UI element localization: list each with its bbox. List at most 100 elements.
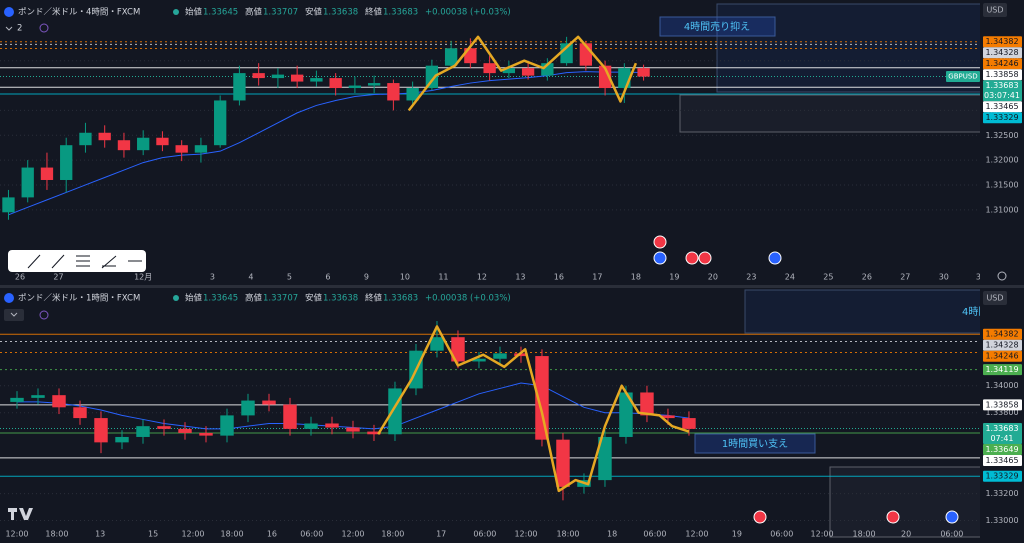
ohlc-label: 安値 [305,7,323,18]
y-tick-label: 1.31500 [985,180,1018,189]
indicator-icon[interactable] [39,310,49,320]
candle-body [619,392,633,437]
price-label: 1.33465 [985,102,1018,111]
symbol-icon [4,293,14,303]
collapse-icon[interactable] [10,312,18,317]
y-tick-label: 1.33800 [985,408,1018,417]
note: 1時間買い支え [722,438,788,450]
indicator-icon[interactable] [39,23,49,33]
candle-body [535,356,549,440]
candle-body [117,140,131,151]
collapse-button[interactable] [4,309,24,321]
x-tick-label: 18:00 [221,530,244,539]
collapse-icon[interactable] [5,26,13,31]
ohlc-label: 終値 [365,7,383,18]
y-tick-label: 1.31000 [985,205,1018,214]
x-tick-label: 06:00 [473,530,496,539]
candle-body [304,423,318,429]
x-tick-label: 19 [669,273,679,282]
header-top: ポンド／米ドル・4時間・FXCM 始値 1.33645 高値 1.33707 安… [4,7,511,34]
candle-body [502,68,516,74]
zigzag-drawing [407,35,638,112]
change: +0.00038 (+0.03%) [425,294,511,304]
price-label-box [983,36,1022,48]
tool-icon[interactable] [27,254,41,269]
currency-button[interactable] [983,291,1007,305]
note-box[interactable] [659,16,776,37]
y-tick-label: 1.33000 [985,516,1018,525]
candle-body [98,132,111,141]
ohlc-label: 始値 [185,293,203,304]
candle-body [310,78,323,82]
event-icon[interactable] [886,510,900,524]
symbol-title[interactable]: ポンド／米ドル・4時間・FXCM [18,7,140,18]
candle-body [79,132,92,146]
zone[interactable] [829,466,990,538]
ohlc-value: 1.33707 [263,8,298,18]
ohlc-label: 安値 [305,293,323,304]
zone[interactable] [679,94,985,133]
x-tick-label: 13 [515,273,525,282]
ohlc-value: 1.33683 [383,8,418,18]
y-tick-label: 1.34000 [985,381,1018,390]
candle-body [2,197,15,213]
x-tick-label: 12:00 [811,530,834,539]
tool-icon[interactable] [51,254,65,269]
x-tick-label: 18 [631,273,641,282]
settings-icon[interactable] [997,271,1007,281]
x-tick-label: 20 [708,273,718,282]
candle-body [348,85,362,89]
price-label: 1.34119 [985,365,1018,374]
x-tick-label: 16 [554,273,564,282]
zigzag-drawing [377,325,690,493]
event-icon[interactable] [945,510,959,524]
event-icon[interactable] [685,251,699,265]
status-dot [173,295,179,301]
note-box[interactable] [694,433,816,454]
ohlc-label: 始値 [185,7,203,18]
plot: 12:00 18:00 13 15 12:00 18:00 16 06:00 12:00 18:0… [0,321,980,539]
indicator-count[interactable]: 2 [17,24,22,34]
candle-body [220,415,234,436]
currency[interactable]: USD [986,294,1003,303]
event-icon[interactable] [698,251,712,265]
x-tick-label: 06:00 [300,530,323,539]
candle-body [483,63,496,74]
candle-body [178,428,192,433]
logo[interactable] [8,508,33,520]
price-label: 1.33858 [985,400,1018,409]
symbol-title[interactable]: ポンド／米ドル・1時間・FXCM [18,293,140,304]
event-icon[interactable] [653,251,667,265]
tool-icon[interactable] [76,255,90,267]
event-icons [753,510,959,524]
price-label: 1.33329 [985,113,1018,122]
currency-button[interactable] [983,3,1007,17]
candle-body [252,73,265,79]
candle-body [60,145,73,180]
tool-icon[interactable] [101,255,117,269]
event-icon[interactable] [653,235,667,249]
candle-body [199,432,213,436]
x-tick-label: 12:00 [341,530,364,539]
price-label: 1.34328 [985,48,1018,57]
event-icon[interactable] [768,251,782,265]
x-tick-label: 12:00 [685,530,708,539]
candle-body [556,439,570,487]
event-icon[interactable] [753,510,767,524]
candle-body [262,400,276,405]
candle-body [425,65,439,89]
x-tick-label: 06:00 [770,530,793,539]
zone[interactable] [744,289,990,334]
pane-separator[interactable] [0,285,1024,288]
y-tick-label: 1.33200 [985,489,1018,498]
currency[interactable]: USD [986,6,1003,15]
price-label-box [983,364,1022,376]
y-tick-label: 1.32500 [985,131,1018,140]
x-tick-label: 3 [976,273,981,282]
price-label: 1.34246 [985,352,1018,361]
x-tick-label: 23 [746,273,756,282]
candle-body [10,397,24,402]
price-label: 1.33465 [985,456,1018,465]
candle-body [21,167,34,198]
